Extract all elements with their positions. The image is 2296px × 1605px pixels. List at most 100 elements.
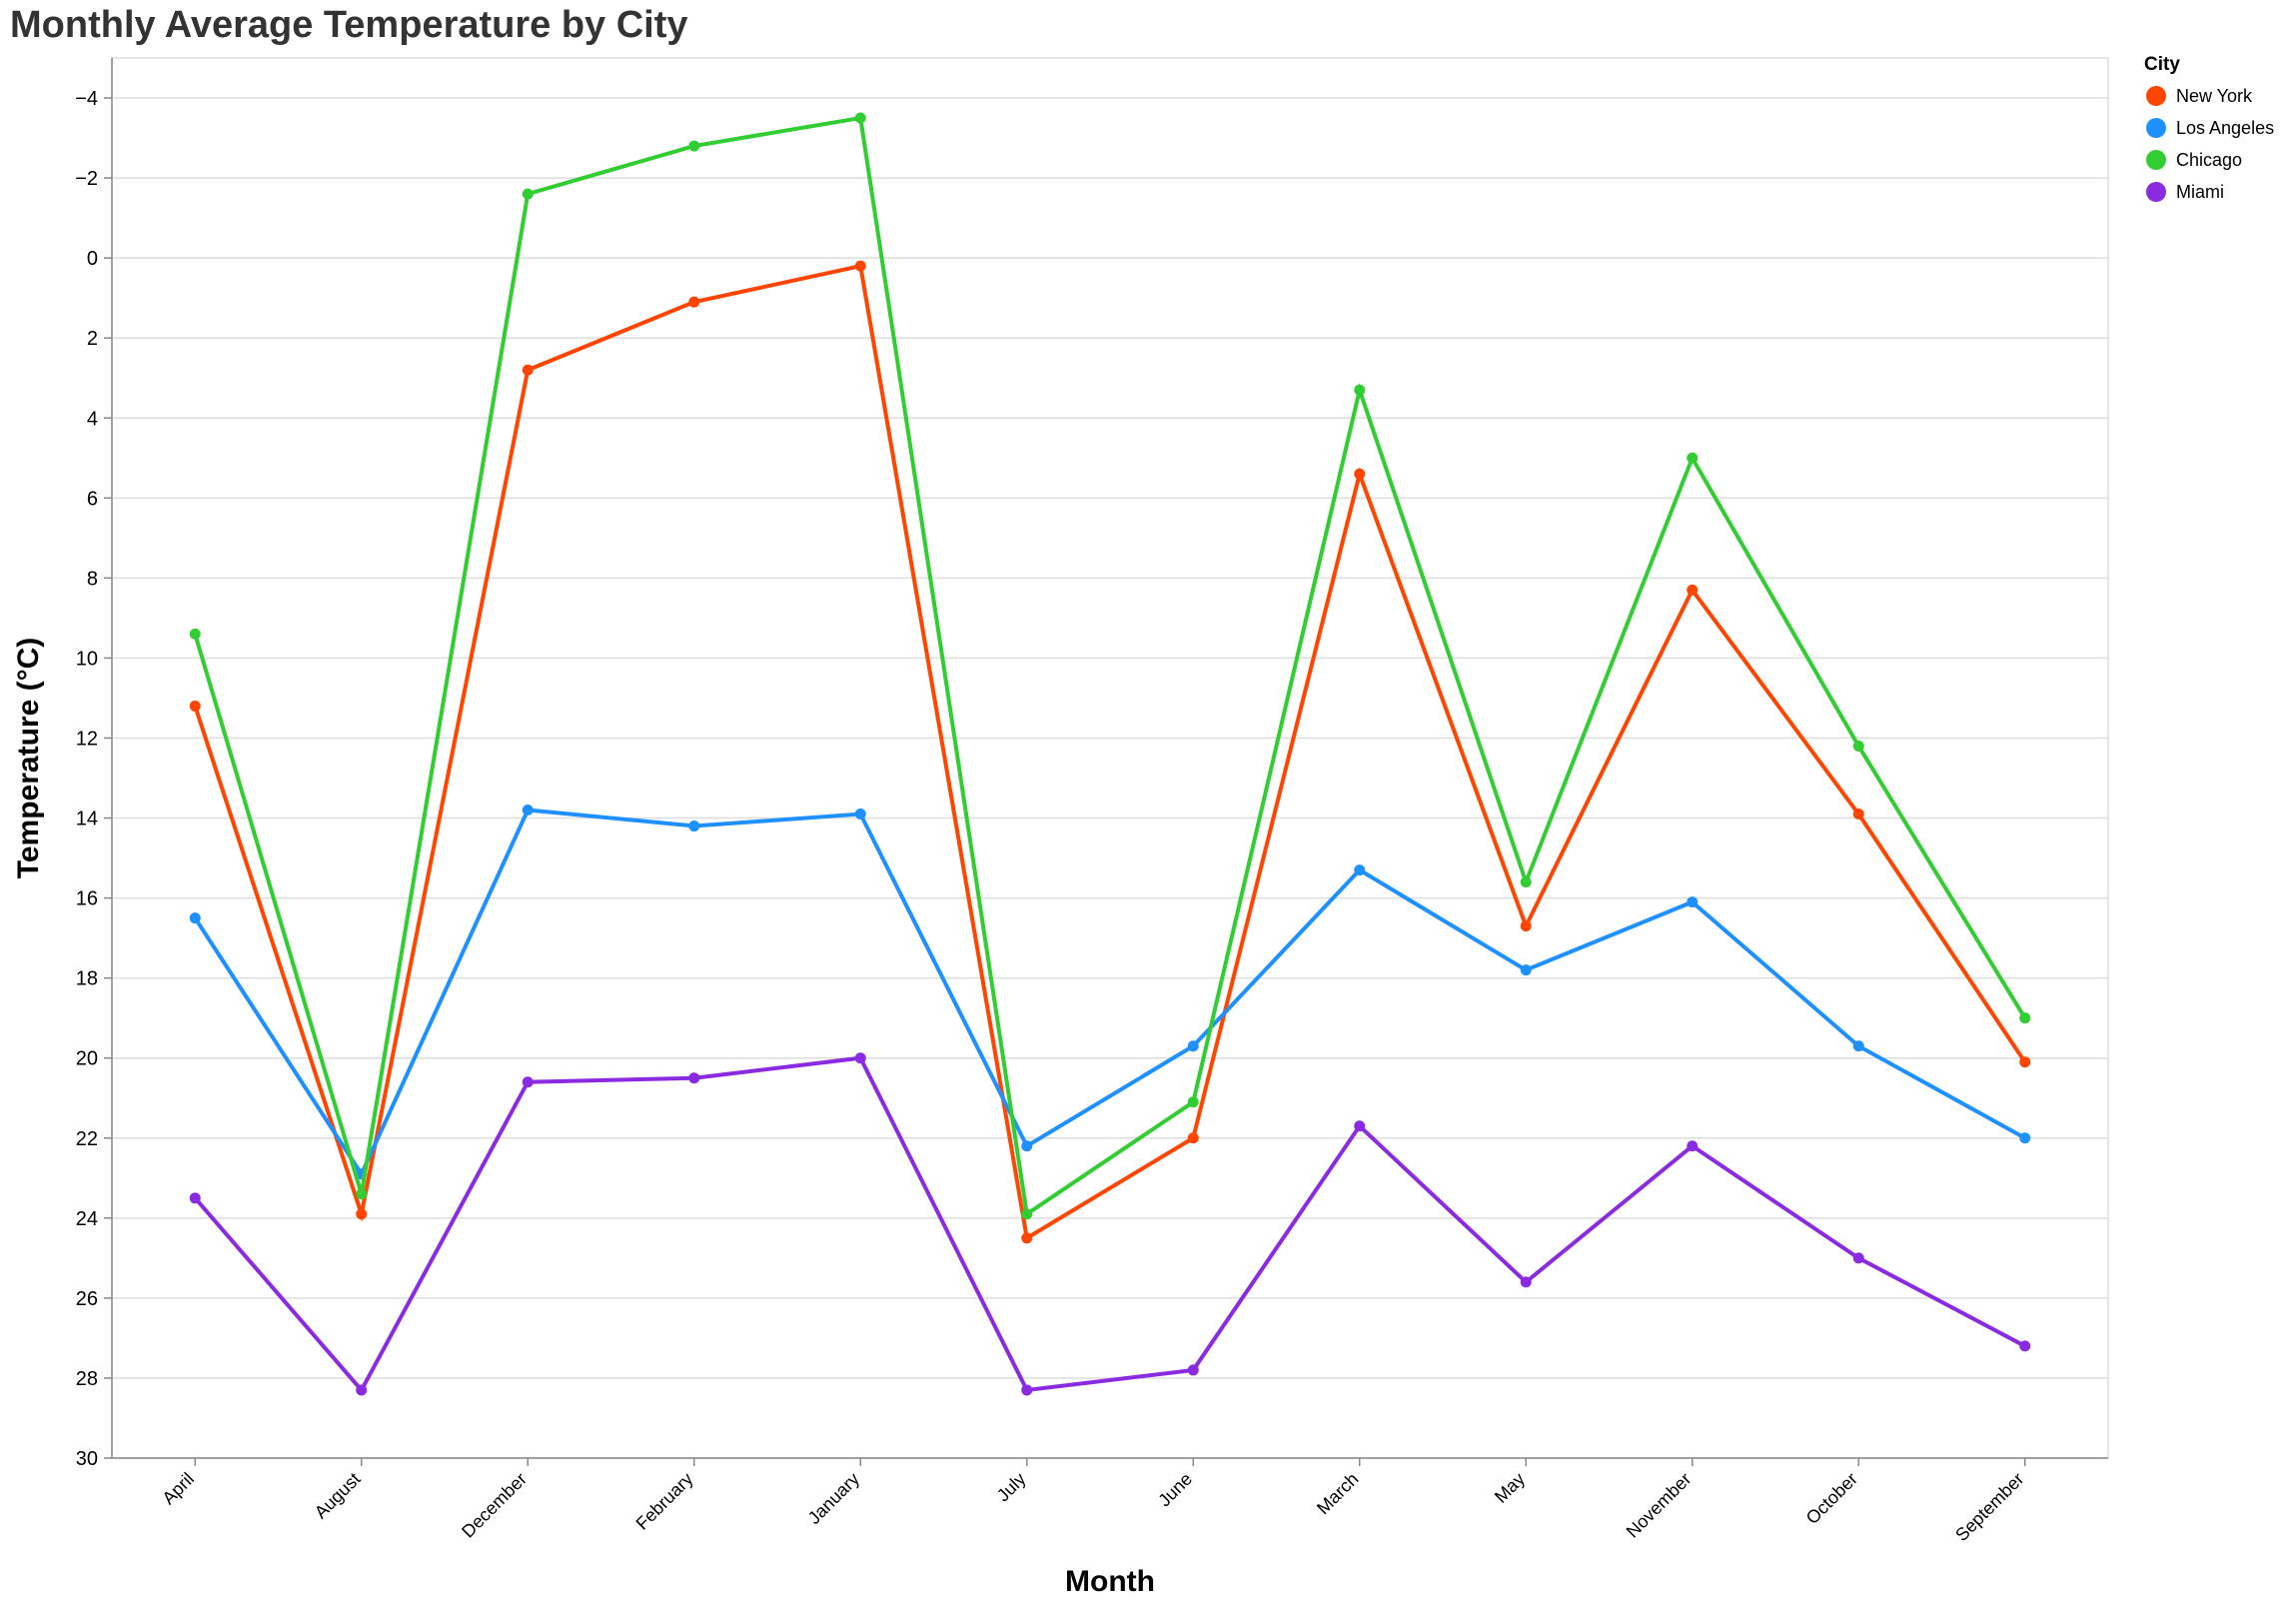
grid-lines — [112, 58, 2108, 1458]
y-tick-label: 26 — [76, 1288, 98, 1310]
data-point — [688, 1072, 699, 1083]
data-point — [688, 141, 699, 152]
series-line — [195, 1058, 2025, 1390]
legend: City New York Los Angeles Chicago Miami — [2144, 54, 2274, 202]
legend-label: Los Angeles — [2176, 118, 2274, 138]
data-point — [1354, 385, 1365, 396]
data-point — [855, 261, 866, 272]
y-tick-label: 30 — [76, 1448, 98, 1470]
x-tick-label: March — [1313, 1469, 1363, 1519]
x-tick-label: August — [311, 1469, 365, 1523]
y-tick-label: 6 — [87, 488, 98, 510]
x-tick-label: July — [993, 1469, 1030, 1506]
data-point — [1188, 1040, 1199, 1051]
data-point — [523, 804, 534, 815]
y-tick-label: 18 — [76, 968, 98, 990]
series-chicago — [190, 113, 2031, 1220]
data-point — [1188, 1096, 1199, 1107]
data-point — [1354, 469, 1365, 480]
data-point — [1853, 1040, 1864, 1051]
data-point — [1853, 808, 1864, 819]
y-tick-label: 4 — [87, 408, 98, 430]
y-tick-label: 22 — [76, 1128, 98, 1150]
data-point — [1853, 741, 1864, 752]
data-point — [2019, 1056, 2030, 1067]
data-point — [1687, 896, 1698, 907]
legend-label: Miami — [2176, 182, 2224, 202]
data-point — [688, 820, 699, 831]
data-point — [523, 189, 534, 200]
data-point — [2019, 1340, 2030, 1351]
legend-swatch — [2146, 86, 2166, 106]
data-point — [1521, 876, 1532, 887]
series-line — [195, 266, 2025, 1238]
data-point — [356, 1384, 367, 1395]
x-tick-label: October — [1802, 1469, 1861, 1528]
data-point — [190, 1192, 201, 1203]
data-point — [190, 912, 201, 923]
plot-frame — [112, 58, 2108, 1458]
axes: Month Temperature (°C) −4−20246810121416… — [12, 58, 2108, 1598]
legend-label: New York — [2176, 86, 2253, 106]
data-point — [1521, 1276, 1532, 1287]
data-point — [1021, 1384, 1032, 1395]
legend-swatch — [2146, 118, 2166, 138]
data-point — [688, 297, 699, 308]
data-point — [1021, 1140, 1032, 1151]
y-tick-label: −4 — [75, 88, 98, 110]
x-tick-label: May — [1491, 1469, 1529, 1507]
x-tick-label: September — [1951, 1469, 2027, 1545]
data-point — [1354, 1120, 1365, 1131]
data-point — [1521, 920, 1532, 931]
y-tick-label: −2 — [75, 168, 98, 190]
y-tick-label: 14 — [76, 808, 98, 830]
data-point — [2019, 1132, 2030, 1143]
data-point — [1021, 1208, 1032, 1219]
y-tick-label: 20 — [76, 1048, 98, 1070]
x-axis-title: Month — [1065, 1565, 1155, 1598]
y-tick-label: 12 — [76, 728, 98, 750]
x-tick-label: December — [458, 1469, 531, 1542]
x-tick-label: February — [632, 1469, 697, 1534]
data-point — [1687, 585, 1698, 596]
x-tick-label: April — [158, 1469, 198, 1509]
y-tick-label: 24 — [76, 1208, 98, 1230]
data-point — [855, 1052, 866, 1063]
data-point — [190, 629, 201, 640]
legend-label: Chicago — [2176, 150, 2242, 170]
x-tick-label: January — [804, 1469, 863, 1528]
data-point — [356, 1188, 367, 1199]
data-point — [190, 701, 201, 712]
y-tick-label: 0 — [87, 248, 98, 270]
x-tick-label: June — [1154, 1469, 1196, 1511]
y-tick-label: 28 — [76, 1368, 98, 1390]
data-point — [1021, 1232, 1032, 1243]
data-point — [855, 113, 866, 124]
data-point — [356, 1208, 367, 1219]
data-point — [2019, 1012, 2030, 1023]
series-lines — [190, 113, 2031, 1396]
legend-title: City — [2144, 54, 2180, 75]
legend-swatch — [2146, 182, 2166, 202]
data-point — [1853, 1252, 1864, 1263]
data-point — [523, 365, 534, 376]
legend-swatch — [2146, 150, 2166, 170]
data-point — [855, 808, 866, 819]
x-tick-label: November — [1623, 1469, 1696, 1542]
series-los-angeles — [190, 804, 2031, 1179]
data-point — [1188, 1132, 1199, 1143]
data-point — [523, 1076, 534, 1087]
y-tick-label: 8 — [87, 568, 98, 590]
y-tick-label: 10 — [76, 648, 98, 670]
data-point — [1188, 1364, 1199, 1375]
data-point — [1521, 964, 1532, 975]
series-line — [195, 810, 2025, 1174]
y-tick-label: 16 — [76, 888, 98, 910]
data-point — [1354, 864, 1365, 875]
data-point — [1687, 1140, 1698, 1151]
y-axis-title: Temperature (°C) — [12, 638, 45, 878]
series-miami — [190, 1052, 2031, 1395]
y-tick-label: 2 — [87, 328, 98, 350]
data-point — [1687, 453, 1698, 464]
